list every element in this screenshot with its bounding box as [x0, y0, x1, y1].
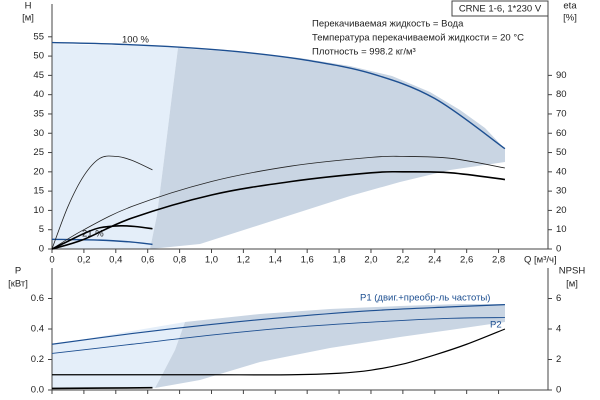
y-tick-label: 50	[33, 51, 44, 62]
y-tick-label: 15	[33, 186, 44, 197]
range-area	[150, 48, 505, 249]
y2-tick-label: 0	[556, 385, 561, 396]
y2-tick-label: 70	[556, 108, 567, 119]
y2-tick-label: 50	[556, 147, 567, 158]
range-area	[155, 304, 505, 388]
y2-tick-label: 0	[556, 244, 561, 255]
x-tick-label: 0,4	[109, 255, 122, 266]
series-line	[51, 41, 506, 150]
y-label: P	[15, 266, 21, 277]
series-line	[52, 328, 506, 376]
y2-unit: [%]	[563, 13, 577, 24]
product: CRNE 1-6, 1*230 V	[459, 4, 542, 15]
y-tick-label: 0.0	[31, 385, 44, 396]
series-line	[51, 304, 505, 345]
x-tick-label: 1,0	[205, 255, 218, 266]
y-tick-label: 0.2	[31, 354, 44, 365]
x-tick-label: 2,4	[428, 255, 441, 266]
x-tick-label: 2,0	[364, 255, 377, 266]
series-line	[51, 155, 506, 250]
note: Плотность = 998.2 кг/м³	[312, 47, 416, 58]
y-tick-label: 5	[39, 224, 44, 235]
y-label: H	[25, 1, 32, 12]
y2-tick-label: 20	[556, 205, 567, 216]
series-label: 21 %	[82, 229, 104, 240]
y2-unit: [м]	[566, 279, 578, 290]
note: Температура перекачиваемой жидкости = 20…	[312, 33, 524, 44]
y-tick-label: 0.6	[31, 293, 44, 304]
y-tick-label: 25	[33, 147, 44, 158]
y2-tick-label: 6	[556, 293, 561, 304]
y2-tick-label: 4	[556, 324, 561, 335]
series-label: 100 %	[122, 35, 149, 46]
x-tick-label: 1,2	[237, 255, 250, 266]
x-tick-label: 1,8	[332, 255, 345, 266]
x-tick-label: 0,6	[141, 255, 154, 266]
series-label: P2	[490, 320, 502, 331]
y2-tick-label: 2	[556, 354, 561, 365]
y-unit: [кВт]	[8, 279, 28, 290]
series-line	[51, 170, 506, 250]
y2-tick-label: 80	[556, 89, 567, 100]
y2-tick-label: 10	[556, 224, 567, 235]
y2-tick-label: 30	[556, 186, 567, 197]
series-line	[51, 386, 153, 390]
y2-tick-label: 60	[556, 128, 567, 139]
series-line	[51, 225, 153, 250]
y-tick-label: 45	[33, 70, 44, 81]
x-tick-label: 2,8	[492, 255, 505, 266]
y2-label: eta	[563, 1, 577, 12]
x-tick-label: 2,2	[396, 255, 409, 266]
y2-tick-label: 40	[556, 166, 567, 177]
y2-label: NPSH	[559, 266, 586, 277]
x-tick-label: 2,6	[460, 255, 473, 266]
y2-tick-label: 90	[556, 70, 567, 81]
y-tick-label: 20	[33, 166, 44, 177]
y-tick-label: 0	[39, 244, 44, 255]
x-label: Q [м³/ч]	[524, 255, 557, 266]
series-line	[51, 317, 505, 354]
series-label: P1 (двиг.+преобр-ль частоты)	[360, 293, 490, 304]
y-tick-label: 35	[33, 108, 44, 119]
x-tick-label: 1,6	[301, 255, 314, 266]
y-tick-label: 40	[33, 89, 44, 100]
y-tick-label: 10	[33, 205, 44, 216]
range-area-light	[52, 322, 185, 388]
note: Перекачиваемая жидкость = Вода	[312, 19, 464, 30]
y-tick-label: 0.4	[31, 324, 44, 335]
x-tick-label: 0,2	[77, 255, 90, 266]
y-unit: [м]	[22, 13, 34, 24]
x-tick-label: 0,8	[173, 255, 186, 266]
y-tick-label: 30	[33, 128, 44, 139]
range-area-light	[52, 44, 178, 249]
series-line	[51, 155, 153, 250]
x-tick-label: 1,4	[269, 255, 282, 266]
x-tick-label: 0	[49, 255, 54, 266]
y-tick-label: 55	[33, 31, 44, 42]
series-line	[51, 238, 153, 246]
